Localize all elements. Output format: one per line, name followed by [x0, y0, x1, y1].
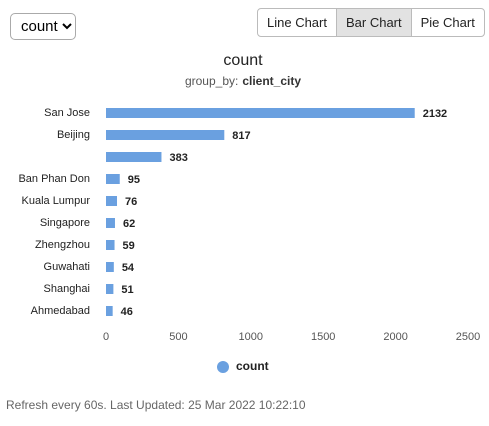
value-label: 383: [169, 152, 187, 164]
subtitle-field: client_city: [242, 74, 301, 88]
legend-label: count: [236, 359, 269, 373]
value-label: 2132: [423, 108, 447, 120]
x-tick-label: 2000: [383, 331, 407, 343]
value-label: 817: [232, 130, 250, 142]
x-tick-label: 500: [169, 331, 187, 343]
bar: [106, 262, 114, 272]
bar: [106, 196, 118, 206]
y-tick-label: Beijing: [57, 129, 90, 141]
bar: [106, 240, 115, 250]
y-tick-label: Kuala Lumpur: [22, 195, 91, 207]
metric-select[interactable]: count: [10, 13, 76, 40]
y-tick-label: Zhengzhou: [35, 239, 90, 251]
y-tick-label: San Jose: [44, 107, 90, 119]
value-label: 46: [121, 306, 133, 318]
bar: [106, 218, 115, 228]
value-label: 54: [122, 262, 135, 274]
y-tick-label: Singapore: [40, 217, 90, 229]
x-tick-label: 0: [103, 331, 109, 343]
footer: Refresh every 60s. Last Updated: 25 Mar …: [6, 398, 306, 412]
bar: [106, 152, 162, 162]
x-tick-label: 1500: [311, 331, 335, 343]
chart-type-buttons: Line Chart Bar Chart Pie Chart: [257, 8, 485, 37]
legend-marker: [217, 361, 229, 373]
value-label: 62: [123, 218, 135, 230]
y-tick-label: Shanghai: [44, 283, 91, 295]
value-label: 95: [128, 174, 140, 186]
x-tick-label: 1000: [239, 331, 263, 343]
bar-chart-button[interactable]: Bar Chart: [335, 8, 412, 37]
value-label: 51: [121, 284, 133, 296]
chart-title: count: [223, 52, 263, 69]
bar: [106, 108, 415, 118]
y-tick-label: Ahmedabad: [31, 305, 90, 317]
y-tick-label: Guwahati: [44, 261, 90, 273]
bar: [106, 284, 114, 294]
x-tick-label: 2500: [456, 331, 480, 343]
value-label: 59: [123, 240, 135, 252]
bar: [106, 174, 120, 184]
bar: [106, 130, 225, 140]
pie-chart-button[interactable]: Pie Chart: [410, 8, 485, 37]
value-label: 76: [125, 196, 137, 208]
bar: [106, 306, 113, 316]
line-chart-button[interactable]: Line Chart: [257, 8, 337, 37]
subtitle-prefix: group_by:: [185, 74, 238, 88]
y-tick-label: Ban Phan Don: [18, 173, 90, 185]
